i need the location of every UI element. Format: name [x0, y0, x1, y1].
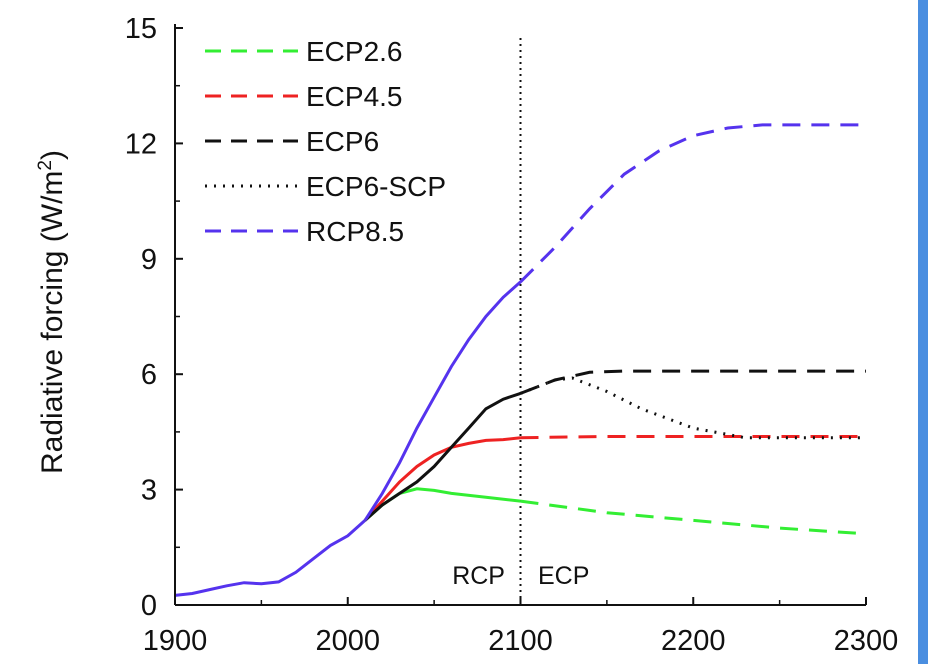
x-tick-label-2200: 2200: [661, 625, 726, 657]
y-axis-label: Radiative forcing (W/m2): [35, 150, 69, 474]
x-tick-label-2100: 2100: [488, 625, 553, 657]
series-ecp2-6-ecp-line: [520, 499, 867, 536]
legend-label-ecp6: ECP6: [306, 126, 379, 157]
axes: 1900 2000 2100 2200 2300 0 3 6 9 12 15: [125, 13, 899, 657]
plot-lines: [174, 38, 867, 605]
series-ecp6-ecp-line: [519, 369, 866, 395]
y-tick-label-3: 3: [141, 475, 157, 507]
series-ecp6-scp-ecp-line: [519, 376, 866, 440]
series-history-line: [174, 519, 367, 597]
series-ecp6-rcp-line: [364, 391, 521, 522]
legend-label-ecp6-scp: ECP6-SCP: [306, 171, 446, 202]
legend-label-ecp2-6: ECP2.6: [306, 36, 403, 67]
series-rcp8-5-rcp-line: [363, 280, 522, 522]
annotation-rcp: RCP: [452, 562, 505, 590]
x-tick-label-1900: 1900: [143, 625, 208, 657]
x-tick-label-2300: 2300: [834, 625, 899, 657]
y-tick-label-9: 9: [141, 244, 157, 276]
legend: ECP2.6 ECP4.5 ECP6 ECP6-SCP RCP8.5: [205, 36, 446, 247]
y-tick-label-12: 12: [125, 128, 157, 160]
legend-label-rcp8-5: RCP8.5: [306, 216, 404, 247]
side-accent-bar: [918, 0, 928, 664]
y-tick-label-0: 0: [141, 590, 157, 622]
annotation-ecp: ECP: [538, 562, 589, 590]
y-tick-label-6: 6: [141, 359, 157, 391]
x-tick-label-2000: 2000: [315, 625, 380, 657]
series-rcp8-5-ecp-line: [519, 123, 866, 283]
series-ecp4-5-rcp-line: [363, 436, 521, 522]
legend-label-ecp4-5: ECP4.5: [306, 81, 403, 112]
y-tick-label-15: 15: [125, 13, 157, 45]
